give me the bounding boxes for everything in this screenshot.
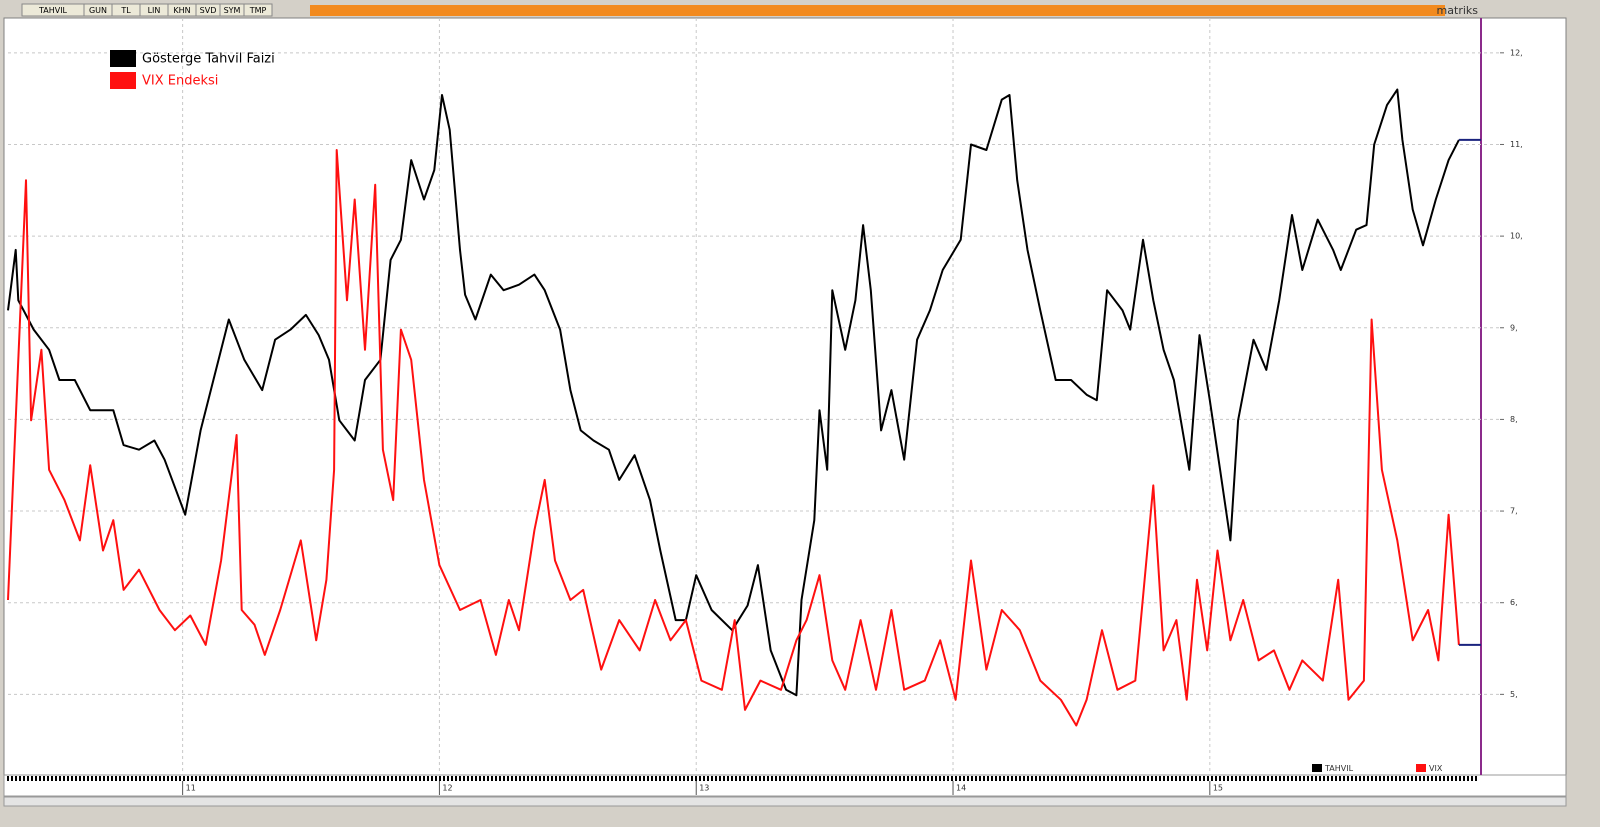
series-line [7,88,1460,697]
toolbar-button-label: GUN [89,6,107,15]
toolbar-button-label: SYM [224,6,241,15]
x-tick-label: 13 [699,784,709,793]
toolbar-button-label: SVD [200,6,217,15]
y-tick-label: 10, [1510,232,1523,241]
x-tick-label: 11 [186,784,196,793]
toolbar-strip [310,5,1445,16]
scrollbar [3,796,1567,807]
toolbar-button-label: LIN [148,6,161,15]
toolbar-button-label: KHN [173,6,190,15]
legend-short-swatch [1312,764,1322,772]
y-tick-label: 7, [1510,507,1518,516]
toolbar-button-label: TL [120,6,131,15]
legend-swatch [110,72,136,89]
y-tick-label: 5, [1510,690,1518,699]
plot-frame [3,17,1567,799]
legend-label: VIX Endeksi [142,74,218,89]
x-tick-label: 15 [1213,784,1223,793]
y-tick-label: 8, [1510,415,1518,424]
x-tick-label: 12 [442,784,452,793]
toolbar-button-label: TAHVIL [38,6,68,15]
series-line [7,149,1460,727]
toolbar-button[interactable] [243,3,273,17]
brand: matriks [1437,4,1479,17]
y-tick-label: 6, [1510,598,1518,607]
legend-short-swatch [1416,764,1426,772]
legend-swatch [110,50,136,67]
y-tick-label: 12, [1510,48,1523,57]
x-tick-label: 14 [956,784,966,793]
y-tick-label: 11, [1510,140,1523,149]
legend-short-label: TAHVIL [1324,764,1354,773]
legend-label: Gösterge Tahvil Faizi [142,52,275,67]
legend-short-label: VIX [1429,764,1443,773]
toolbar-button-label: TMP [249,6,267,15]
y-tick-label: 9, [1510,323,1518,332]
